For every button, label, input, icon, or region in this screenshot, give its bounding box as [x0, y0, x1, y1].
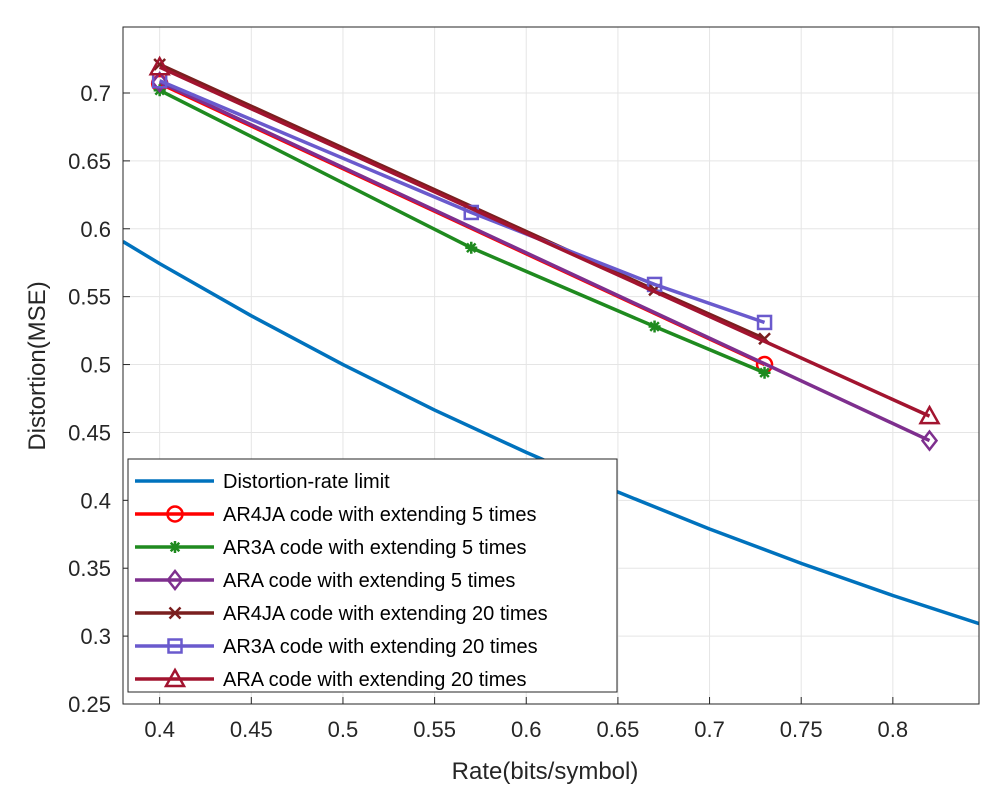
- tick-layer: 0.4 0.45 0.5 0.55 0.6 0.65 0.7 0.75 0.8 0.25 0.3 0.…: [68, 81, 908, 742]
- legend-marker-diamond: [166, 568, 184, 592]
- y-tick-label: 0.5: [80, 353, 111, 378]
- y-tick-label: 0.25: [68, 692, 111, 717]
- legend-item: AR3A code with extending 5 times: [135, 537, 527, 559]
- x-axis-label: Rate(bits/symbol): [452, 758, 639, 785]
- legend-label: AR4JA code with extending 20 times: [223, 603, 548, 625]
- y-axis-label: Distortion(MSE): [24, 281, 51, 450]
- legend-item: ARA code with extending 5 times: [135, 568, 515, 592]
- series-line: [158, 65, 931, 418]
- legend-marker-circle: [166, 505, 184, 523]
- series-line: [158, 80, 931, 443]
- legend-item: AR4JA code with extending 5 times: [135, 504, 537, 526]
- x-tick-label: 0.7: [694, 717, 725, 742]
- legend-label: ARA code with extending 20 times: [223, 669, 527, 691]
- legend-label: AR3A code with extending 5 times: [223, 537, 527, 559]
- legend-box: [127, 458, 618, 693]
- x-tick-label: 0.5: [328, 717, 359, 742]
- y-tick-label: 0.4: [80, 488, 111, 513]
- x-tick-label: 0.75: [780, 717, 823, 742]
- series-line: [158, 62, 766, 341]
- legend-label: AR4JA code with extending 5 times: [223, 504, 537, 526]
- series-3: [153, 84, 771, 379]
- data-point-diamond: [920, 429, 939, 452]
- series-layer: [123, 55, 979, 626]
- data-point-asterisk: [648, 320, 661, 333]
- y-tick-label: 0.65: [68, 149, 111, 174]
- data-point-triangle: [148, 55, 171, 76]
- data-point-asterisk: [465, 241, 478, 254]
- legend-label: AR3A code with extending 20 times: [223, 636, 538, 658]
- data-point-asterisk: [758, 366, 771, 379]
- legend: Distortion-rate limit AR4JA code with ext…: [127, 458, 618, 693]
- legend-label: ARA code with extending 5 times: [223, 570, 515, 592]
- x-tick-label: 0.65: [596, 717, 639, 742]
- legend-marker-asterisk: [169, 541, 181, 553]
- legend-item: ARA code with extending 20 times: [135, 667, 527, 691]
- data-point-square: [756, 314, 773, 331]
- series-7: [148, 55, 941, 425]
- legend-label: Distortion-rate limit: [223, 471, 390, 493]
- x-tick-label: 0.4: [144, 717, 175, 742]
- plot-frame: [122, 26, 980, 705]
- y-tick-label: 0.7: [80, 81, 111, 106]
- y-tick-label: 0.6: [80, 217, 111, 242]
- y-tick-label: 0.35: [68, 556, 111, 581]
- legend-item: AR3A code with extending 20 times: [135, 636, 538, 658]
- series-line: [158, 88, 766, 375]
- legend-marker-x: [168, 606, 182, 620]
- x-tick-label: 0.55: [413, 717, 456, 742]
- series-4: [151, 71, 939, 452]
- legend-item: Distortion-rate limit: [135, 471, 390, 493]
- x-tick-label: 0.8: [878, 717, 909, 742]
- y-tick-label: 0.45: [68, 420, 111, 445]
- series-1: [123, 240, 979, 626]
- x-tick-label: 0.6: [511, 717, 542, 742]
- legend-marker-square: [167, 638, 183, 654]
- y-tick-label: 0.55: [68, 285, 111, 310]
- data-point-triangle: [918, 404, 941, 425]
- y-tick-label: 0.3: [80, 624, 111, 649]
- x-tick-label: 0.45: [230, 717, 273, 742]
- series-line: [123, 240, 979, 626]
- data-point-diamond: [151, 71, 169, 94]
- legend-item: AR4JA code with extending 20 times: [135, 603, 548, 625]
- legend-marker-triangle: [163, 667, 187, 688]
